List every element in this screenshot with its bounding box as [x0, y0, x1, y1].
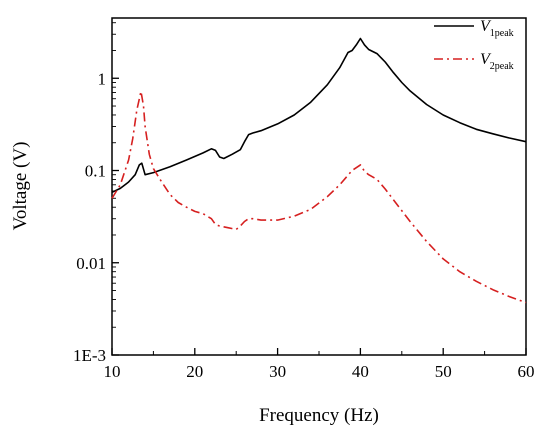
- x-tick-label: 30: [269, 362, 286, 381]
- y-tick-label: 1: [98, 69, 107, 88]
- series-line-V1peak: [111, 37, 527, 194]
- y-tick-label: 1E-3: [73, 346, 106, 365]
- series-line-V2peak: [111, 90, 527, 304]
- x-axis-title: Frequency (Hz): [259, 405, 379, 426]
- legend-label-v2peak: V2peak: [480, 51, 514, 72]
- plot-frame: [111, 17, 527, 356]
- x-tick-label: 50: [435, 362, 452, 381]
- x-tick-label: 40: [352, 362, 369, 381]
- legend-label-v1peak-sub: 1peak: [490, 28, 514, 39]
- x-tick-label: 20: [186, 362, 203, 381]
- y-tick-label: 0.01: [76, 254, 106, 273]
- y-axis-ticks: 1E-3 0.01 0.1 1: [73, 22, 119, 365]
- x-axis-ticks: 10 20 30 40 50 60: [104, 348, 535, 381]
- legend: V1peak V2peak: [434, 18, 514, 72]
- series-layer: [111, 37, 527, 304]
- legend-label-v2peak-main: V: [480, 51, 492, 68]
- x-tick-label: 60: [518, 362, 535, 381]
- y-axis-title: Voltage (V): [10, 142, 31, 231]
- legend-label-v1peak-main: V: [480, 18, 492, 35]
- legend-label-v2peak-sub: 2peak: [490, 61, 514, 72]
- x-tick-label: 10: [104, 362, 121, 381]
- y-tick-label: 0.1: [85, 162, 106, 181]
- legend-label-v1peak: V1peak: [480, 18, 514, 39]
